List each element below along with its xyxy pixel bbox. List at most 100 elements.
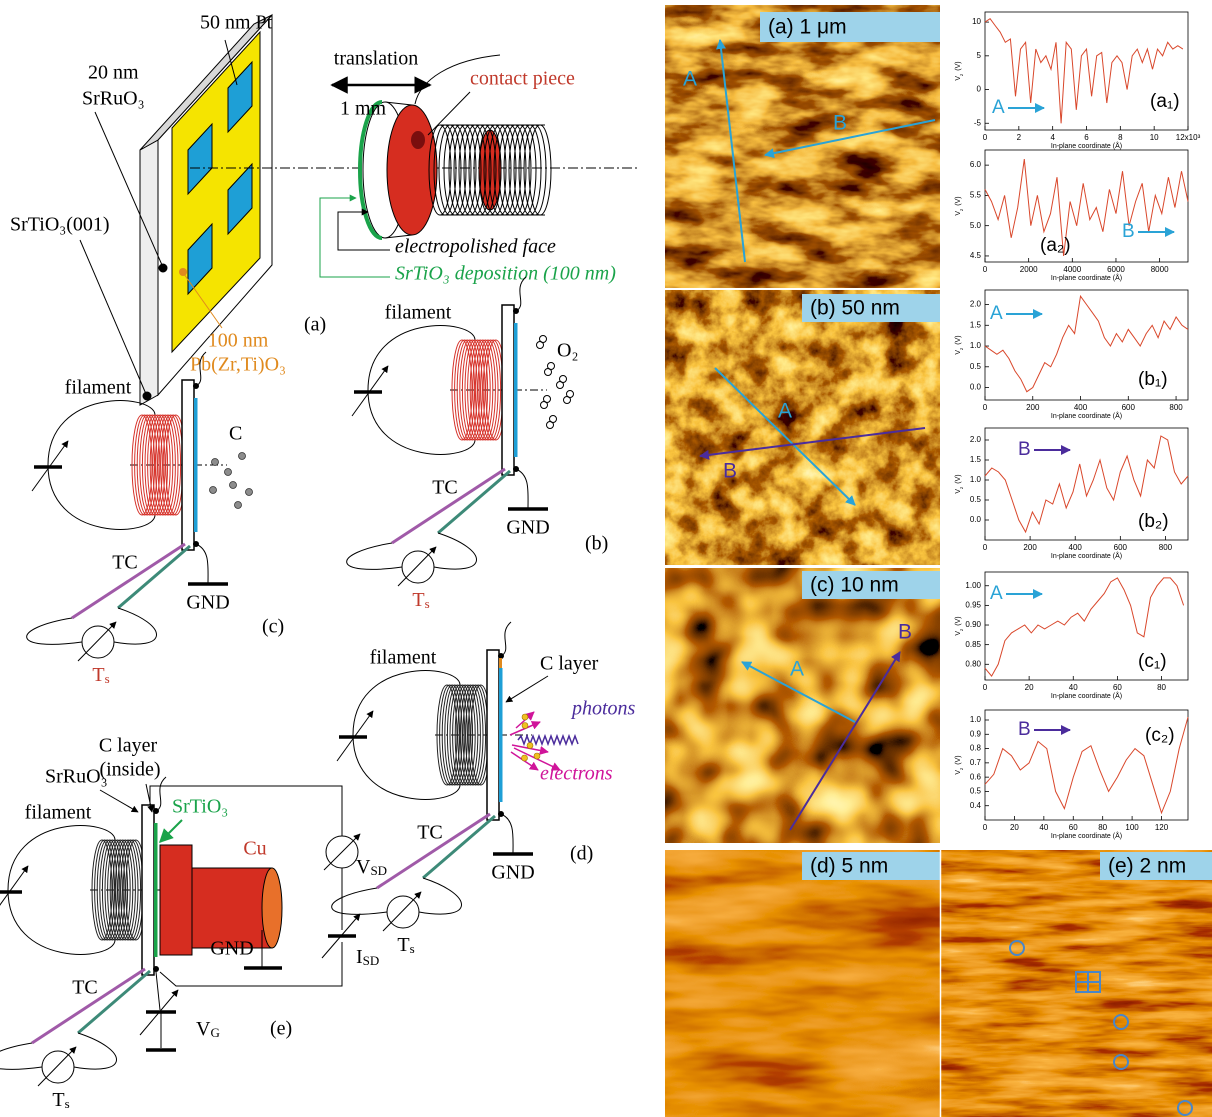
y-tick-label: 0.5 <box>970 495 982 504</box>
marker-dot <box>143 392 151 400</box>
y-tick-label: 0.90 <box>965 620 981 629</box>
coil-turn <box>449 125 471 215</box>
wire <box>516 469 528 509</box>
x-axis-label: In-plane coordinate (Å) <box>1051 691 1122 700</box>
particle <box>210 487 217 494</box>
y-tick-label: -5 <box>974 118 982 127</box>
label: contact piece <box>470 68 575 90</box>
label: ISD <box>356 946 379 968</box>
x-tick-label: 120 <box>1155 823 1169 832</box>
wire <box>347 543 402 569</box>
label: B <box>723 460 737 483</box>
x-tick-label: 200 <box>1023 543 1037 552</box>
electron <box>522 755 528 761</box>
y-tick-label: 0.9 <box>970 729 982 738</box>
label: TC <box>417 822 443 844</box>
label: Pb(Zr,Ti)O₃ <box>190 354 286 376</box>
label: SrRuO₃ <box>45 766 108 788</box>
annotation: A <box>992 97 1005 118</box>
panel-label: (a₁) <box>1150 91 1180 112</box>
label: filament <box>385 302 452 324</box>
molecule <box>548 363 555 370</box>
particle <box>239 453 246 460</box>
wire <box>156 972 160 1010</box>
wire <box>27 618 82 644</box>
x-tick-label: 800 <box>1169 403 1183 412</box>
label: TC <box>112 552 138 574</box>
y-tick-label: 0.0 <box>970 515 982 524</box>
label: 1 mm <box>340 98 387 120</box>
particle <box>246 489 253 496</box>
label: (a) <box>304 314 326 336</box>
y-tick-label: 5 <box>977 51 982 60</box>
stm-image <box>665 290 940 565</box>
contact-dot <box>154 967 159 972</box>
y-tick-label: 1.0 <box>970 341 982 350</box>
y-axis-label: Vz(V) <box>955 474 964 493</box>
label: C <box>229 423 242 445</box>
label: A <box>778 400 792 423</box>
y-tick-label: 0.8 <box>970 744 982 753</box>
label: Ts <box>92 664 109 686</box>
label: TC <box>72 977 98 999</box>
electron <box>522 723 528 729</box>
particle <box>212 459 219 466</box>
label: electropolished face <box>395 236 556 258</box>
label: C layer <box>540 653 599 675</box>
wire <box>501 622 511 656</box>
coil-turn <box>514 125 536 215</box>
particle <box>225 469 232 476</box>
y-tick-label: 0.85 <box>965 640 981 649</box>
label: GND <box>186 592 229 614</box>
x-tick-label: 0 <box>983 683 988 692</box>
coil-turn <box>529 125 551 215</box>
marker-dot <box>179 268 187 276</box>
y-tick-label: 10 <box>972 17 981 26</box>
label-part: SD <box>370 863 387 878</box>
x-tick-label: 2 <box>1017 133 1022 142</box>
label: B <box>898 621 912 644</box>
label: Ts <box>397 934 414 956</box>
label: filament <box>65 377 132 399</box>
wire <box>74 1033 117 1069</box>
x-tick-label: 8 <box>1118 133 1123 142</box>
molecule <box>540 336 547 343</box>
label: SrTiO₃ deposition (100 nm) <box>395 263 616 285</box>
thermometer <box>82 626 114 658</box>
label: 20 nm <box>88 62 139 84</box>
annotation: B <box>1122 221 1135 242</box>
label-part: T <box>397 934 409 956</box>
y-tick-label: 2.0 <box>970 300 982 309</box>
heater-loop <box>368 326 475 455</box>
label: 50 nm Pt <box>200 12 273 34</box>
sample-film <box>194 398 198 532</box>
molecule <box>567 391 574 398</box>
label: (d) <box>570 843 593 865</box>
x-tick-label: 60 <box>1069 823 1078 832</box>
photon-wave <box>518 736 578 744</box>
label: B <box>833 112 847 135</box>
label: (c) <box>262 616 284 638</box>
label-part: T <box>92 664 104 686</box>
label-part: SD <box>363 953 380 968</box>
x-tick-label: 600 <box>1122 403 1136 412</box>
x-tick-label: 20 <box>1010 823 1019 832</box>
label: electrons <box>540 763 613 785</box>
label: 100 nm <box>208 330 269 352</box>
y-axis-label: Vz(V) <box>955 755 964 774</box>
y-tick-label: 0.5 <box>970 362 982 371</box>
wire <box>332 888 387 914</box>
x-axis-label: In-plane coordinate (Å) <box>1051 411 1122 420</box>
x-tick-label: 0 <box>983 823 988 832</box>
x-tick-label: 400 <box>1074 403 1088 412</box>
y-tick-label: 4.5 <box>970 251 982 260</box>
label-part: z <box>959 347 964 350</box>
y-tick-label: 1.5 <box>970 455 982 464</box>
panel-label: (b₁) <box>1138 369 1168 390</box>
y-tick-label: 0.6 <box>970 772 982 781</box>
label: SrRuO₃ <box>82 88 145 110</box>
cu-contact <box>160 845 192 955</box>
x-tick-label: 400 <box>1069 543 1083 552</box>
sample-plate <box>502 305 514 475</box>
image-label: (d) 5 nm <box>810 855 888 878</box>
